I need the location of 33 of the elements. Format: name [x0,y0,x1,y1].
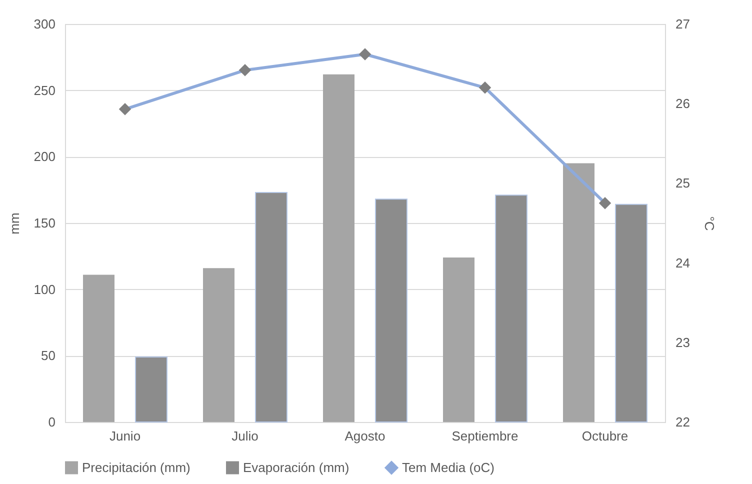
y-tick-label: 0 [48,414,56,430]
y-tick-label: 300 [34,16,56,32]
y2-tick-label: 26 [676,96,690,112]
bar [83,274,114,422]
y-axis-title: mm [6,212,22,234]
y2-tick-label: 27 [676,16,690,32]
y2-axis-title: °C [702,216,717,231]
y-tick-label: 200 [34,149,56,164]
y2-tick-label: 24 [676,255,690,270]
x-tick-label: Octubre [582,428,628,444]
bar [135,356,168,422]
bar [323,74,354,422]
bar [615,204,648,422]
bar [563,163,594,422]
y2-tick-label: 22 [676,414,690,430]
y-tick-label: 50 [41,348,56,364]
bar [375,198,408,422]
bar [255,192,288,422]
legend-label: Tem Media (oC) [402,460,494,475]
y2-tick-label: 25 [676,176,690,191]
x-tick-label: Septiembre [452,428,518,444]
y-tick-label: 250 [34,82,56,98]
x-tick-label: Agosto [344,428,386,444]
bar [443,257,474,422]
y-tick-label: 100 [34,282,56,297]
x-tick-label: Julio [232,428,258,444]
y-tick-label: 150 [34,216,56,230]
y2-tick-label: 23 [676,334,690,350]
bar [203,268,234,422]
x-tick-label: Junio [109,428,141,444]
legend-label: Evaporación (mm) [243,460,350,475]
bar [495,194,528,422]
legend-label: Precipitación (mm) [82,460,190,475]
